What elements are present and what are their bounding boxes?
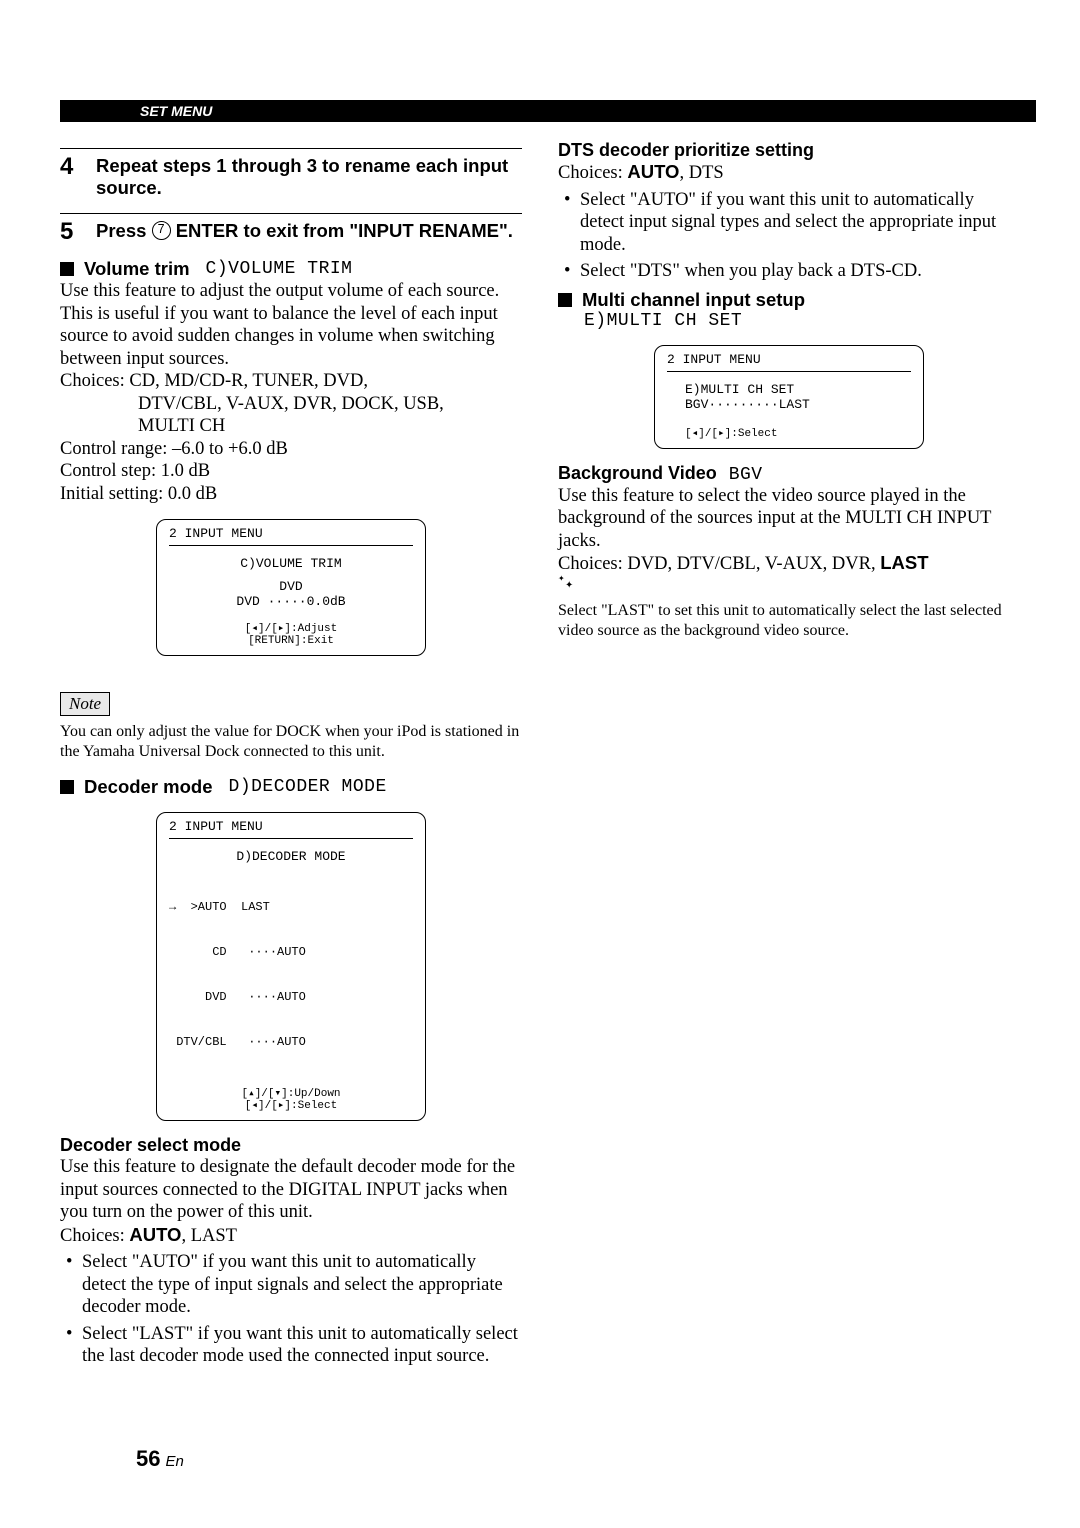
divider [60,148,522,149]
divider [60,213,522,214]
osd-footer-2: [RETURN]:Exit [169,635,413,647]
bgv-code: BGV [729,465,763,485]
decoder-mode-title: Decoder mode [84,776,213,798]
choices-line-1: CD, MD/CD-R, TUNER, DVD, [129,371,368,391]
step-4: 4 Repeat steps 1 through 3 to rename eac… [60,155,522,199]
right-column: DTS decoder prioritize setting Choices: … [558,140,1020,1372]
decoder-bullets: Select "AUTO" if you want this unit to a… [60,1251,522,1368]
section-header-bar: SET MENU [60,100,1036,122]
choices-label: Choices: [558,554,627,574]
note-text: You can only adjust the value for DOCK w… [60,722,522,762]
bgv-heading: Background Video BGV [558,463,1020,485]
decoder-select-desc: Use this feature to designate the defaul… [60,1156,522,1224]
multi-ch-osd: 2 INPUT MENU E)MULTI CH SET BGV·········… [654,345,924,449]
bullet-item: Select "AUTO" if you want this unit to a… [60,1251,522,1319]
osd-header: 2 INPUT MENU [667,352,911,372]
tip-icon [558,576,578,592]
dts-choices: Choices: AUTO, DTS [558,161,1020,185]
step-pre: Press [96,220,152,241]
bgv-choices: Choices: DVD, DTV/CBL, V-AUX, DVR, LAST [558,552,1020,576]
control-step: Control step: 1.0 dB [60,460,522,483]
multi-ch-heading: Multi channel input setup [558,289,1020,311]
bgv-sub: Background Video [558,463,717,483]
osd-footer: [◂]/[▸]:Select [667,428,911,440]
multi-ch-code: E)MULTI CH SET [584,311,1020,331]
choices-label: Choices: [60,371,129,391]
choices-default: AUTO [129,1224,181,1245]
decoder-mode-osd: 2 INPUT MENU D)DECODER MODE → >AUTO LAST… [156,812,426,1121]
decoder-select-mode-sub: Decoder select mode [60,1135,522,1156]
square-bullet-icon [60,262,74,276]
remote-key-7-icon: 7 [152,221,171,240]
osd-header: 2 INPUT MENU [169,819,413,839]
volume-trim-code: C)VOLUME TRIM [206,259,353,279]
choices-rest: , DTS [679,163,723,183]
volume-trim-choices: Choices: CD, MD/CD-R, TUNER, DVD, [60,370,522,393]
square-bullet-icon [558,293,572,307]
page-number: 56 En [136,1446,184,1472]
step-5: 5 Press 7 ENTER to exit from "INPUT RENA… [60,220,522,244]
osd-footer-1: [◂]/[▸]:Adjust [169,623,413,635]
step-text: Repeat steps 1 through 3 to rename each … [96,155,522,199]
osd-line: D)DECODER MODE [169,849,413,864]
step-post: to exit from "INPUT RENAME". [238,220,513,241]
page-number-lang: En [166,1453,184,1470]
osd-row: DTV/CBL ····AUTO [169,1035,413,1050]
dts-bullets: Select "AUTO" if you want this unit to a… [558,189,1020,283]
bullet-item: Select "AUTO" if you want this unit to a… [558,189,1020,257]
osd-line: DVD [169,579,413,594]
osd-line: E)MULTI CH SET [667,382,911,397]
osd-line: DVD ·····0.0dB [169,594,413,609]
decoder-select-choices: Choices: AUTO, LAST [60,1224,522,1248]
osd-row: CD ····AUTO [169,945,413,960]
dts-sub: DTS decoder prioritize setting [558,140,1020,161]
osd-row: DVD ····AUTO [169,990,413,1005]
step-number: 5 [60,220,82,244]
choices-label: Choices: [60,1226,129,1246]
volume-trim-desc: Use this feature to adjust the output vo… [60,280,522,370]
osd-line: C)VOLUME TRIM [169,556,413,571]
choices-label: Choices: [558,163,627,183]
bgv-desc: Use this feature to select the video sou… [558,485,1020,553]
control-range: Control range: –6.0 to +6.0 dB [60,438,522,461]
decoder-mode-heading: Decoder mode D)DECODER MODE [60,776,522,798]
choices-line-3: MULTI CH [60,415,522,438]
initial-setting: Initial setting: 0.0 dB [60,483,522,506]
step-text: Press 7 ENTER to exit from "INPUT RENAME… [96,220,513,244]
choices-rest: , LAST [181,1226,237,1246]
volume-trim-heading: Volume trim C)VOLUME TRIM [60,258,522,280]
section-header-label: SET MENU [68,103,212,119]
decoder-mode-code: D)DECODER MODE [229,777,387,797]
enter-key-label: ENTER [176,220,239,241]
choices-default: AUTO [627,161,679,182]
page-number-n: 56 [136,1446,160,1471]
bgv-tip: Select "LAST" to set this unit to automa… [558,601,1020,641]
volume-trim-osd: 2 INPUT MENU C)VOLUME TRIM DVD DVD ·····… [156,519,426,656]
note-label: Note [60,692,110,716]
choices-default: LAST [880,552,928,573]
choices-line-2: DTV/CBL, V-AUX, DVR, DOCK, USB, [60,393,522,416]
bullet-item: Select "DTS" when you play back a DTS-CD… [558,260,1020,283]
osd-line: BGV·········LAST [667,397,911,412]
osd-footer-1: [▴]/[▾]:Up/Down [169,1088,413,1100]
bullet-item: Select "LAST" if you want this unit to a… [60,1323,522,1368]
osd-header: 2 INPUT MENU [169,526,413,546]
osd-footer-2: [◂]/[▸]:Select [169,1100,413,1112]
left-column: 4 Repeat steps 1 through 3 to rename eac… [60,140,522,1372]
osd-row: → >AUTO LAST [169,900,413,915]
multi-ch-title: Multi channel input setup [582,289,805,311]
volume-trim-title: Volume trim [84,258,190,280]
choices-mid: DVD, DTV/CBL, V-AUX, DVR, [627,554,880,574]
square-bullet-icon [60,780,74,794]
step-number: 4 [60,155,82,199]
two-column-layout: 4 Repeat steps 1 through 3 to rename eac… [60,140,1020,1372]
